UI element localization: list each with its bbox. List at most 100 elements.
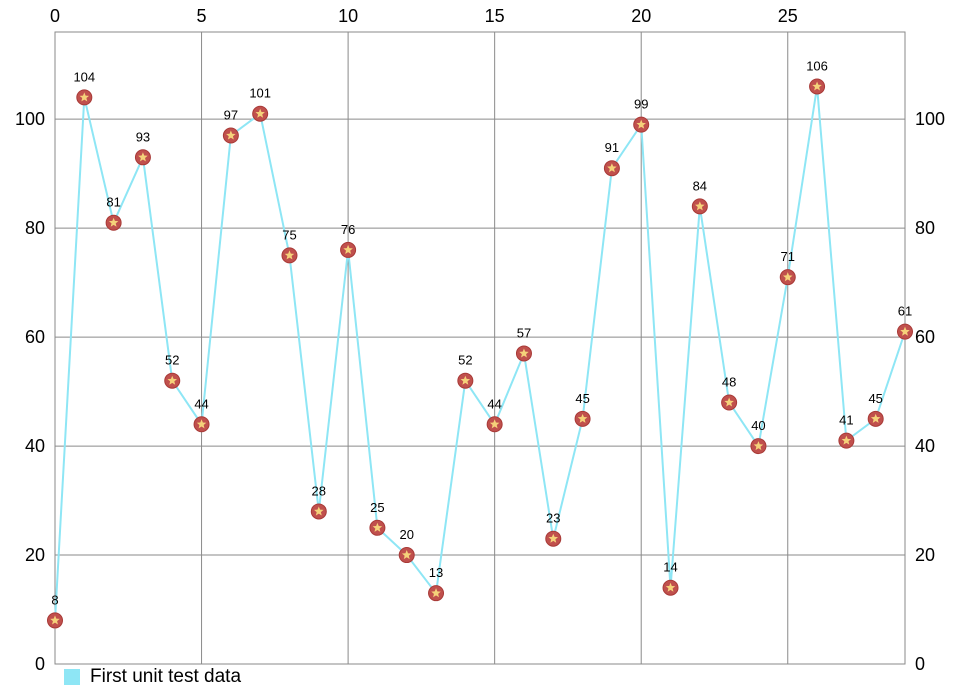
data-label: 52 bbox=[165, 353, 179, 368]
plot-frame bbox=[54, 31, 906, 665]
data-label: 81 bbox=[106, 195, 120, 210]
star-icon bbox=[665, 582, 676, 592]
data-point-marker bbox=[76, 89, 93, 106]
x-tick-label: 5 bbox=[197, 6, 207, 26]
y-tick-label-left: 60 bbox=[25, 327, 45, 347]
data-point-marker bbox=[603, 160, 620, 177]
data-label: 14 bbox=[663, 560, 677, 575]
data-point-marker bbox=[545, 530, 562, 547]
data-point-marker bbox=[398, 547, 415, 564]
data-label: 84 bbox=[693, 178, 707, 193]
star-icon bbox=[489, 419, 500, 429]
data-point-marker bbox=[457, 372, 474, 389]
x-tick-label: 25 bbox=[778, 6, 798, 26]
data-label: 99 bbox=[634, 97, 648, 112]
data-point-marker bbox=[340, 241, 357, 258]
data-point-marker bbox=[867, 410, 884, 427]
data-point-marker bbox=[691, 198, 708, 215]
data-point-marker bbox=[105, 214, 122, 231]
data-point-marker bbox=[779, 269, 796, 286]
grid-lines bbox=[54, 31, 906, 665]
data-point-marker bbox=[515, 345, 532, 362]
x-tick-label: 10 bbox=[338, 6, 358, 26]
data-label: 97 bbox=[224, 108, 238, 123]
star-icon bbox=[519, 348, 529, 358]
y-tick-label-right: 80 bbox=[915, 218, 935, 238]
x-tick-label: 15 bbox=[485, 6, 505, 26]
y-tick-label-right: 20 bbox=[915, 545, 935, 565]
data-point-marker bbox=[838, 432, 855, 449]
data-point-marker bbox=[574, 410, 591, 427]
star-icon bbox=[724, 397, 734, 407]
star-icon bbox=[431, 588, 441, 598]
data-point-marker bbox=[164, 372, 181, 389]
star-icon bbox=[226, 130, 236, 140]
y-tick-label-left: 40 bbox=[25, 436, 45, 456]
data-label: 101 bbox=[249, 86, 271, 101]
y-tick-label-left: 80 bbox=[25, 218, 45, 238]
star-icon bbox=[577, 413, 588, 423]
data-label: 71 bbox=[781, 249, 795, 264]
data-label: 23 bbox=[546, 511, 560, 526]
data-label: 93 bbox=[136, 129, 150, 144]
star-icon bbox=[314, 506, 324, 516]
data-markers bbox=[47, 78, 913, 629]
data-point-marker bbox=[369, 519, 386, 536]
data-label: 8 bbox=[51, 592, 58, 607]
data-label: 25 bbox=[370, 500, 384, 515]
data-point-marker bbox=[222, 127, 239, 144]
data-label: 52 bbox=[458, 353, 472, 368]
star-icon bbox=[401, 550, 412, 560]
x-tick-label: 20 bbox=[631, 6, 651, 26]
star-icon bbox=[372, 522, 383, 532]
data-label: 20 bbox=[399, 527, 413, 542]
star-icon bbox=[79, 92, 90, 102]
data-point-marker bbox=[633, 116, 650, 133]
data-point-marker bbox=[809, 78, 826, 95]
star-icon bbox=[460, 375, 471, 385]
data-point-marker bbox=[134, 149, 151, 166]
data-point-marker bbox=[897, 323, 913, 340]
y-tick-label-left: 0 bbox=[35, 654, 45, 674]
data-label: 57 bbox=[517, 325, 531, 340]
data-label: 106 bbox=[806, 58, 828, 73]
star-icon bbox=[108, 217, 119, 227]
star-icon bbox=[900, 326, 910, 336]
star-icon bbox=[255, 108, 265, 118]
data-point-marker bbox=[252, 105, 269, 122]
data-label: 41 bbox=[839, 413, 853, 428]
star-icon bbox=[841, 435, 852, 445]
data-point-marker bbox=[750, 438, 767, 455]
star-icon bbox=[753, 441, 764, 451]
data-point-marker bbox=[310, 503, 327, 520]
data-label: 44 bbox=[194, 396, 208, 411]
data-point-marker bbox=[428, 585, 445, 602]
data-label: 91 bbox=[605, 140, 619, 155]
star-icon bbox=[548, 533, 559, 543]
star-icon bbox=[870, 413, 881, 423]
data-labels: 8 104 81 93 52 44 97 101 75 28 76 25 20 13 52 44 57 23 45 9… bbox=[51, 58, 912, 607]
data-label: 44 bbox=[487, 396, 501, 411]
data-label: 13 bbox=[429, 565, 443, 580]
data-point-marker bbox=[281, 247, 298, 264]
data-point-marker bbox=[721, 394, 738, 411]
star-icon bbox=[284, 250, 295, 260]
star-icon bbox=[343, 244, 353, 254]
star-icon bbox=[812, 81, 822, 91]
legend: First unit test data bbox=[64, 666, 241, 688]
star-icon bbox=[50, 615, 60, 625]
star-icon bbox=[636, 119, 646, 129]
x-axis-ticks: 0 5 10 15 20 25 bbox=[50, 6, 798, 26]
data-point-marker bbox=[193, 416, 210, 433]
data-label: 45 bbox=[575, 391, 589, 406]
star-icon bbox=[783, 272, 793, 282]
y-tick-label-right: 60 bbox=[915, 327, 935, 347]
y-tick-label-right: 0 bbox=[915, 654, 925, 674]
data-label: 61 bbox=[898, 304, 912, 319]
y-axis-left-ticks: 0 20 40 60 80 100 bbox=[15, 109, 45, 674]
data-label: 76 bbox=[341, 222, 355, 237]
y-tick-label-right: 100 bbox=[915, 109, 945, 129]
legend-swatch bbox=[64, 669, 80, 685]
data-point-marker bbox=[47, 612, 63, 629]
data-point-marker bbox=[486, 416, 503, 433]
